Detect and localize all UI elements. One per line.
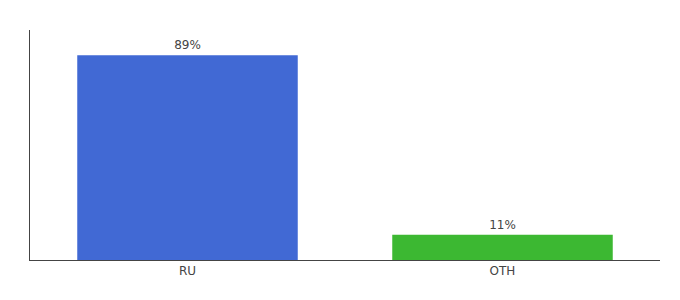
svg-text:OTH: OTH (490, 264, 516, 278)
svg-text:89%: 89% (174, 38, 201, 52)
svg-text:RU: RU (179, 264, 196, 278)
svg-text:11%: 11% (489, 218, 516, 232)
